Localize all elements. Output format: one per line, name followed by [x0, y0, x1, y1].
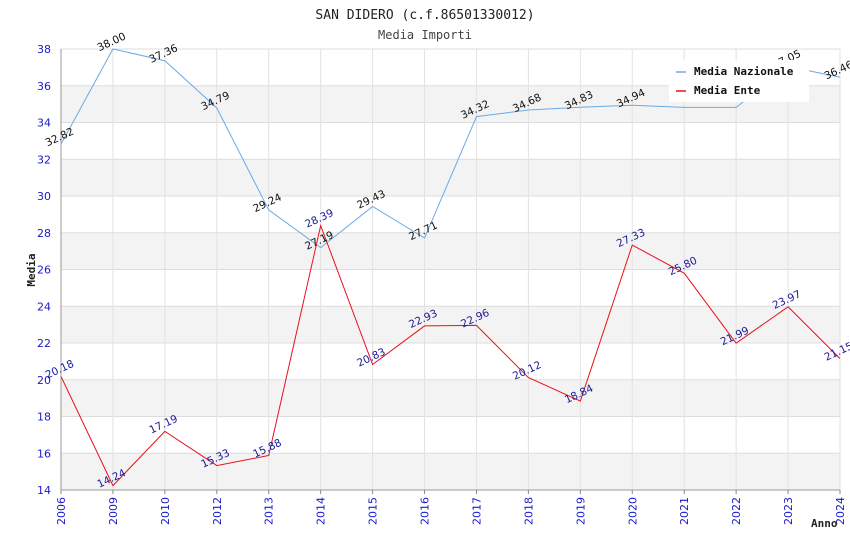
data-label-media-ente: 21.15: [823, 340, 850, 364]
data-label-media-ente: 20.12: [511, 359, 543, 383]
x-axis-ticks: 2006 2009 2010 2012 2013 2014 2015 2016 2017 2018…: [55, 497, 847, 525]
y-axis-title: Media: [25, 253, 38, 286]
data-label-media-ente: 20.83: [355, 346, 387, 370]
y-tick-label: 22: [37, 337, 51, 350]
grid-band: [61, 453, 840, 490]
data-label-media-ente: 20.18: [44, 358, 76, 382]
x-tick-label: 2018: [522, 497, 535, 525]
y-tick-label: 28: [37, 227, 51, 240]
chart-subtitle: Media Importi: [378, 28, 472, 42]
x-tick-label: 2009: [107, 497, 120, 525]
legend-box: [669, 60, 809, 102]
x-tick-label: 2017: [470, 497, 483, 525]
y-tick-label: 30: [37, 190, 51, 203]
data-label-media-nazionale: 37.36: [147, 42, 180, 66]
x-tick-label: 2013: [263, 497, 276, 525]
y-tick-label: 18: [37, 411, 51, 424]
x-axis-title: Anno: [811, 517, 838, 530]
y-tick-label: 32: [37, 153, 51, 166]
grid-band: [61, 306, 840, 343]
series-line-media-ente: [60, 223, 841, 487]
axes: [60, 49, 841, 494]
legend: Media Nazionale Media Ente: [669, 60, 809, 102]
y-tick-label: 38: [37, 43, 51, 56]
grid-band: [61, 232, 840, 270]
x-tick-label: 2019: [574, 497, 587, 525]
x-tick-label: 2024: [834, 497, 847, 525]
x-tick-label: 2023: [782, 497, 795, 525]
data-label-media-ente: 28.39: [303, 207, 335, 231]
x-tick-label: 2012: [211, 497, 224, 525]
x-tick-label: 2015: [367, 497, 380, 525]
x-tick-label: 2020: [626, 497, 639, 525]
x-tick-label: 2022: [730, 497, 743, 525]
x-tick-label: 2016: [419, 497, 432, 525]
y-tick-label: 36: [37, 80, 51, 93]
x-tick-label: 2021: [678, 497, 691, 525]
y-tick-label: 24: [37, 300, 51, 313]
series-lines: [60, 48, 841, 487]
series-line-media-nazionale: [60, 48, 841, 249]
y-axis-ticks: 14 16 18 20 22 24 26 28 30 32 34 36 38: [37, 43, 51, 497]
chart-title: SAN DIDERO (c.f.86501330012): [315, 8, 534, 23]
legend-label-media-ente: Media Ente: [694, 84, 761, 97]
data-label-media-nazionale: 36.46: [823, 59, 850, 83]
legend-label-media-nazionale: Media Nazionale: [694, 65, 794, 78]
x-tick-label: 2014: [315, 497, 328, 525]
y-tick-label: 26: [37, 264, 51, 277]
y-tick-label: 20: [37, 374, 51, 387]
grid-band: [61, 379, 840, 417]
background-bands: [61, 85, 840, 490]
y-tick-label: 16: [37, 447, 51, 460]
y-tick-label: 14: [37, 484, 51, 497]
y-tick-label: 34: [37, 117, 51, 130]
x-tick-label: 2010: [159, 497, 172, 525]
x-tick-label: 2006: [55, 497, 68, 525]
